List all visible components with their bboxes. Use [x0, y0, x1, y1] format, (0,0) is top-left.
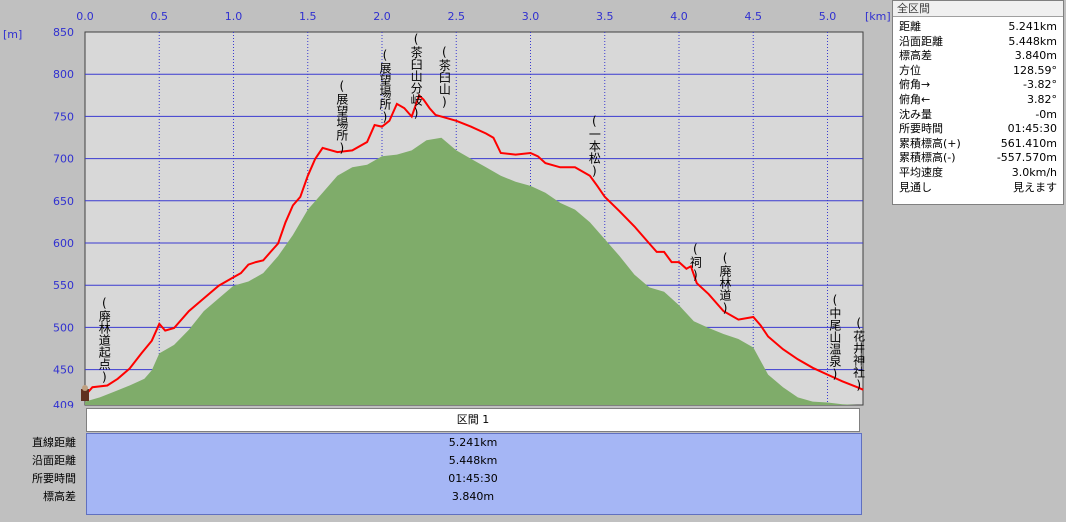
- summary-rows: 距離 5.241km 沿面距離 5.448km 標高差 3.840m 方位 128.59° 俯角…: [893, 17, 1063, 194]
- section-row-value: 3.840m: [451, 490, 495, 503]
- x-tick-label: 5.0: [819, 10, 837, 23]
- summary-row: 距離 5.241km: [899, 19, 1057, 34]
- y-tick-label: 550: [53, 279, 74, 292]
- summary-row-value: -3.82°: [1023, 78, 1057, 92]
- x-tick-label: 4.5: [745, 10, 763, 23]
- summary-row-label: 方位: [899, 63, 921, 77]
- y-tick-label: 650: [53, 195, 74, 208]
- elevation-profile-chart: 0.0 0.5 1.0 1.5 2.0 2.5 3.0 3.5 4.0 4.5 5.0 850 800…: [3, 10, 891, 408]
- summary-row-value: 5.448km: [1008, 34, 1057, 48]
- section-row-label: 標高差: [43, 490, 76, 503]
- summary-row: 沿面距離 5.448km: [899, 34, 1057, 49]
- x-tick-label: 3.5: [596, 10, 614, 23]
- y-axis-ticks: 850 800 750 700 650 600 550 500 450: [53, 26, 74, 377]
- section-row-label: 所要時間: [32, 472, 76, 485]
- x-tick-label: 1.0: [225, 10, 243, 23]
- summary-row: 平均速度 3.0km/h: [899, 165, 1057, 180]
- waypoint-label: (展望場所): [378, 48, 392, 124]
- summary-row: 見通し 見えます: [899, 180, 1057, 195]
- waypoint-label: (廃林道): [718, 251, 732, 315]
- waypoint-label: (祠): [688, 242, 702, 282]
- y-tick-label: 500: [53, 321, 74, 334]
- section-row-label: 沿面距離: [32, 454, 76, 467]
- section-body: [86, 433, 862, 515]
- summary-row: 方位 128.59°: [899, 63, 1057, 78]
- summary-row-label: 距離: [899, 20, 921, 33]
- waypoint-label: (廃林道起点): [97, 296, 111, 384]
- section-row-value: 5.448km: [448, 454, 498, 467]
- y-axis-min-label: 409: [53, 399, 74, 408]
- summary-row-label: 俯角→: [899, 78, 931, 92]
- y-tick-label: 450: [53, 364, 74, 377]
- waypoint-annotations: (廃林道起点) (展望場所) (展望場所) (茶臼山分岐) (茶臼山) (一本松) (祠) (…: [97, 32, 865, 392]
- summary-row: 標高差 3.840m: [899, 48, 1057, 63]
- y-tick-label: 600: [53, 237, 74, 250]
- summary-row-value: 5.241km: [1008, 20, 1057, 33]
- summary-row-label: 累積標高(+): [899, 136, 961, 150]
- x-tick-label: 0.5: [151, 10, 169, 23]
- waypoint-label: (中尾山温泉): [828, 293, 842, 381]
- y-tick-label: 850: [53, 26, 74, 39]
- y-axis-unit: [m]: [3, 28, 22, 41]
- summary-row-value: -0m: [1035, 107, 1057, 121]
- summary-row-value: 3.0km/h: [1011, 165, 1057, 179]
- summary-row: 累積標高(+) 561.410m: [899, 136, 1057, 151]
- summary-row: 俯角← 3.82°: [899, 92, 1057, 107]
- x-tick-label: 1.5: [299, 10, 317, 23]
- summary-row-label: 累積標高(-): [899, 151, 956, 165]
- section-header[interactable]: 区間 1: [86, 408, 860, 432]
- waypoint-label: (一本松): [587, 114, 601, 178]
- summary-row-label: 沿面距離: [899, 34, 943, 48]
- summary-row: 俯角→ -3.82°: [899, 77, 1057, 92]
- summary-row-value: 3.840m: [1014, 49, 1057, 63]
- summary-row: 沈み量 -0m: [899, 107, 1057, 122]
- summary-row-value: 128.59°: [1013, 63, 1057, 77]
- summary-row-value: -557.570m: [996, 151, 1057, 165]
- x-tick-label: 3.0: [522, 10, 540, 23]
- x-tick-label: 2.0: [373, 10, 391, 23]
- summary-row: 累積標高(-) -557.570m: [899, 150, 1057, 165]
- section-table: 区間 1 直線距離 5.241km 沿面距離 5.448km 所要時間 01:45:30 標…: [0, 408, 864, 515]
- section-row-value: 01:45:30: [448, 472, 498, 485]
- summary-row: 所要時間 01:45:30: [899, 121, 1057, 136]
- y-tick-label: 800: [53, 68, 74, 81]
- x-tick-label: 4.0: [670, 10, 688, 23]
- section-row-value: 5.241km: [448, 436, 498, 449]
- y-tick-label: 700: [53, 153, 74, 166]
- y-tick-label: 750: [53, 110, 74, 123]
- waypoint-label: (花井神社): [852, 316, 866, 392]
- x-axis-unit: [km]: [865, 10, 891, 23]
- summary-row-value: 3.82°: [1027, 92, 1057, 106]
- summary-row-label: 沈み量: [899, 107, 932, 121]
- summary-row-value: 見えます: [1013, 180, 1057, 194]
- x-tick-label: 2.5: [448, 10, 466, 23]
- summary-panel: 全区間 距離 5.241km 沿面距離 5.448km 標高差 3.840m 方位 128.5…: [892, 0, 1064, 205]
- x-axis-ticks: 0.0 0.5 1.0 1.5 2.0 2.5 3.0 3.5 4.0 4.5 5.0: [76, 10, 836, 23]
- route-line: [84, 93, 864, 397]
- waypoint-label: (茶臼山): [437, 45, 451, 109]
- summary-row-label: 平均速度: [899, 165, 943, 179]
- x-tick-label: 0.0: [76, 10, 94, 23]
- summary-title: 全区間: [893, 1, 1063, 17]
- summary-row-value: 01:45:30: [1007, 122, 1057, 136]
- summary-row-label: 所要時間: [899, 122, 943, 136]
- waypoint-label: (展望場所): [335, 79, 349, 155]
- summary-row-label: 俯角←: [899, 92, 931, 106]
- terrain-area: [85, 137, 864, 405]
- start-marker-icon: [81, 385, 89, 401]
- summary-row-label: 見通し: [899, 180, 932, 194]
- summary-row-label: 標高差: [899, 49, 932, 63]
- waypoint-label: (茶臼山分岐): [409, 32, 423, 120]
- summary-row-value: 561.410m: [1000, 136, 1057, 150]
- section-row-label: 直線距離: [32, 436, 76, 449]
